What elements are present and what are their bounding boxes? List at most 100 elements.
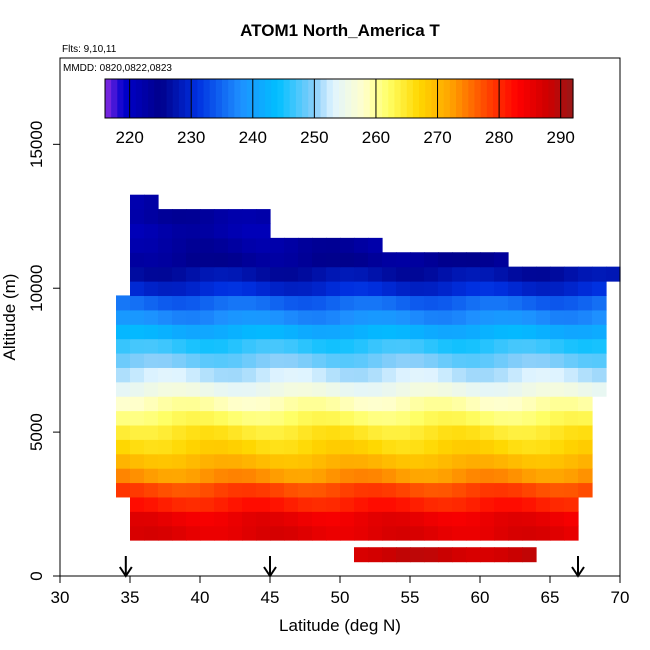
heatmap-cell — [424, 367, 439, 383]
heatmap-cell — [536, 281, 551, 297]
heatmap-cell — [536, 324, 551, 340]
heatmap-cell — [298, 281, 313, 297]
colorbar-segment — [486, 79, 494, 118]
heatmap-cell — [214, 309, 229, 325]
heatmap-cell — [144, 496, 159, 512]
heatmap-cell — [340, 439, 355, 455]
heatmap-cell — [298, 338, 313, 354]
y-tick-label: 0 — [27, 571, 46, 580]
heatmap-cell — [214, 237, 229, 253]
colorbar-segment — [326, 79, 334, 118]
heatmap-cell — [452, 266, 467, 282]
heatmap-cell — [564, 352, 579, 368]
heatmap-cell — [116, 338, 131, 354]
colorbar-segment — [228, 79, 235, 118]
heatmap-cell — [130, 511, 145, 527]
heatmap-cell — [396, 281, 411, 297]
heatmap-cell — [536, 525, 551, 541]
heatmap-cell — [284, 496, 299, 512]
heatmap-cell — [214, 209, 229, 225]
heatmap-cell — [564, 453, 579, 469]
heatmap-cell — [312, 439, 327, 455]
heatmap-cell — [494, 252, 509, 268]
colorbar-segment — [560, 79, 568, 118]
heatmap-cell — [396, 525, 411, 541]
heatmap-cell — [578, 482, 593, 498]
heatmap-cell — [326, 496, 341, 512]
heatmap-cell — [256, 367, 271, 383]
heatmap-cell — [550, 410, 565, 426]
heatmap-cell — [382, 511, 397, 527]
heatmap-cell — [382, 295, 397, 311]
heatmap-cell — [130, 352, 145, 368]
heatmap-cell — [284, 367, 299, 383]
heatmap-cell — [340, 309, 355, 325]
colorbar-segment — [363, 79, 371, 118]
heatmap-cell — [340, 338, 355, 354]
heatmap-cell — [424, 482, 439, 498]
heatmap-cell — [270, 338, 285, 354]
heatmap-cell — [452, 453, 467, 469]
heatmap-cell — [200, 309, 215, 325]
heatmap-cell — [270, 237, 285, 253]
heatmap-cell — [480, 547, 495, 563]
heatmap-cell — [284, 252, 299, 268]
colorbar-segment — [548, 79, 556, 118]
heatmap-cell — [340, 295, 355, 311]
heatmap-cell — [410, 266, 425, 282]
heatmap-cell — [214, 381, 229, 397]
colorbar-segment — [492, 79, 500, 118]
heatmap-cell — [368, 381, 383, 397]
colorbar-segment — [117, 79, 125, 118]
heatmap-cell — [130, 396, 145, 412]
heatmap-cell — [158, 281, 173, 297]
colorbar-segment — [536, 79, 543, 118]
heatmap-cell — [172, 338, 187, 354]
heatmap-cell — [172, 453, 187, 469]
heatmap-cell — [312, 410, 327, 426]
heatmap-cell — [298, 295, 313, 311]
heatmap-cell — [592, 338, 607, 354]
heatmap-cell — [144, 252, 159, 268]
heatmap-cell — [186, 281, 201, 297]
heatmap-cell — [256, 223, 271, 239]
heatmap-cell — [200, 367, 215, 383]
heatmap-cell — [256, 309, 271, 325]
heatmap-cell — [480, 281, 495, 297]
heatmap-cell — [396, 439, 411, 455]
heatmap-cell — [270, 453, 285, 469]
heatmap-cell — [480, 381, 495, 397]
heatmap-cell — [536, 367, 551, 383]
heatmap-cell — [158, 295, 173, 311]
heatmap-cell — [438, 252, 453, 268]
heatmap-cell — [326, 439, 341, 455]
heatmap-cell — [494, 547, 509, 563]
heatmap-cell — [382, 338, 397, 354]
heatmap-cell — [424, 496, 439, 512]
heatmap-cell — [186, 295, 201, 311]
heatmap-cell — [284, 266, 299, 282]
colorbar-segment — [240, 79, 248, 118]
heatmap-cell — [550, 338, 565, 354]
heatmap-cell — [550, 396, 565, 412]
heatmap-cell — [494, 309, 509, 325]
heatmap-cell — [466, 381, 481, 397]
heatmap-cell — [592, 281, 607, 297]
heatmap-cell — [368, 281, 383, 297]
colorbar-segment — [406, 79, 414, 118]
heatmap-cell — [466, 439, 481, 455]
heatmap-cell — [186, 367, 201, 383]
heatmap-cell — [508, 453, 523, 469]
heatmap-cell — [270, 424, 285, 440]
heatmap-cell — [242, 252, 257, 268]
heatmap-cell — [186, 396, 201, 412]
heatmap-cell — [494, 511, 509, 527]
heatmap-cell — [480, 295, 495, 311]
heatmap-cell — [172, 295, 187, 311]
heatmap-cell — [186, 424, 201, 440]
heatmap-cell — [522, 352, 537, 368]
heatmap-cell — [452, 482, 467, 498]
heatmap-cell — [116, 352, 131, 368]
heatmap-cell — [186, 410, 201, 426]
x-tick-label: 55 — [401, 588, 420, 607]
